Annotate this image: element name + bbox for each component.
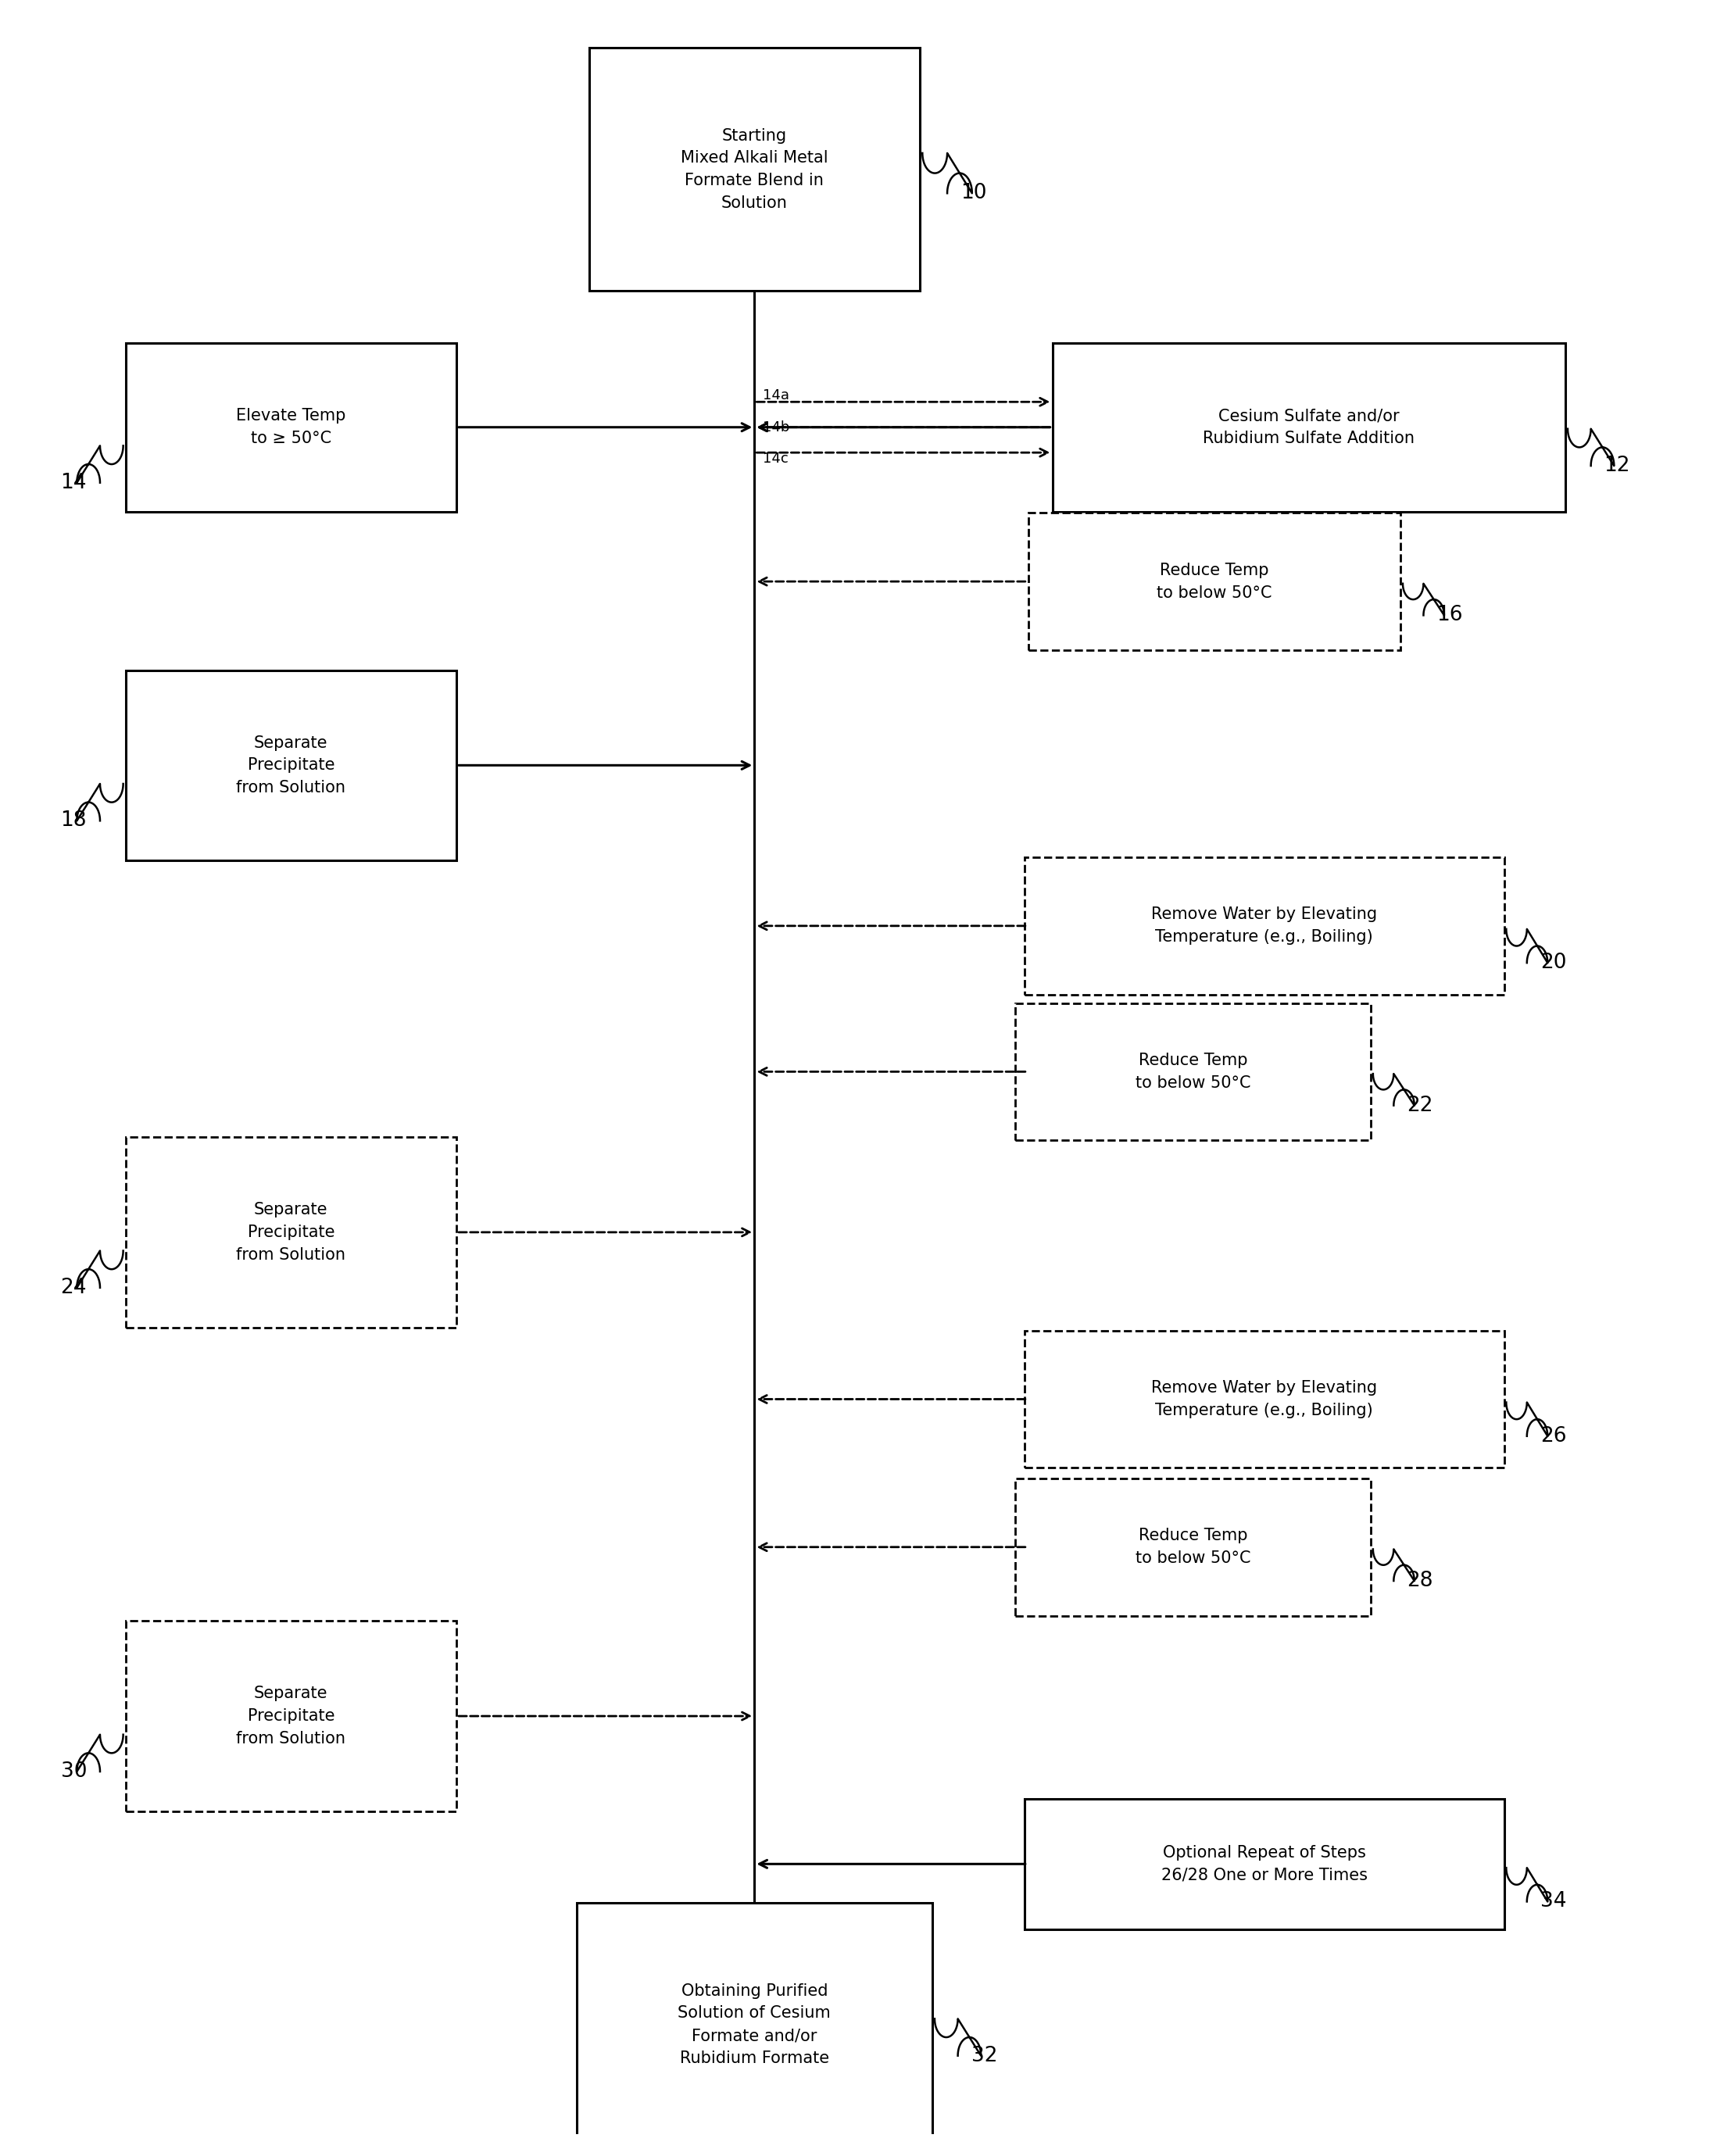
FancyBboxPatch shape	[1015, 1479, 1371, 1615]
FancyBboxPatch shape	[576, 1904, 933, 2145]
FancyBboxPatch shape	[1024, 858, 1503, 994]
Text: 14c: 14c	[762, 453, 788, 466]
Text: 32: 32	[971, 2046, 996, 2065]
FancyBboxPatch shape	[590, 47, 921, 291]
FancyBboxPatch shape	[1024, 1330, 1503, 1468]
Text: 16: 16	[1436, 606, 1464, 625]
Text: 26: 26	[1540, 1425, 1567, 1447]
Text: Obtaining Purified
Solution of Cesium
Formate and/or
Rubidium Formate: Obtaining Purified Solution of Cesium Fo…	[678, 1984, 831, 2065]
Text: Reduce Temp
to below 50°C: Reduce Temp to below 50°C	[1136, 1052, 1250, 1091]
Text: Remove Water by Elevating
Temperature (e.g., Boiling): Remove Water by Elevating Temperature (e…	[1152, 908, 1377, 944]
Text: Reduce Temp
to below 50°C: Reduce Temp to below 50°C	[1136, 1529, 1250, 1565]
Text: Cesium Sulfate and/or
Rubidium Sulfate Addition: Cesium Sulfate and/or Rubidium Sulfate A…	[1203, 407, 1415, 446]
Text: Separate
Precipitate
from Solution: Separate Precipitate from Solution	[236, 1201, 347, 1263]
FancyBboxPatch shape	[126, 671, 457, 860]
Text: Elevate Temp
to ≥ 50°C: Elevate Temp to ≥ 50°C	[236, 407, 347, 446]
Text: Reduce Temp
to below 50°C: Reduce Temp to below 50°C	[1157, 563, 1272, 602]
FancyBboxPatch shape	[126, 1136, 457, 1328]
Text: 22: 22	[1407, 1095, 1433, 1115]
FancyBboxPatch shape	[126, 1621, 457, 1811]
Text: 14: 14	[60, 472, 86, 494]
FancyBboxPatch shape	[1015, 1003, 1371, 1141]
Text: 18: 18	[60, 811, 86, 830]
Text: 14a: 14a	[762, 388, 790, 403]
Text: 14b: 14b	[762, 420, 790, 433]
FancyBboxPatch shape	[1024, 1798, 1503, 1930]
FancyBboxPatch shape	[1028, 513, 1400, 651]
Text: 20: 20	[1540, 953, 1567, 972]
Text: Separate
Precipitate
from Solution: Separate Precipitate from Solution	[236, 1686, 347, 1746]
Text: 30: 30	[60, 1761, 86, 1781]
Text: 10: 10	[960, 183, 986, 203]
Text: Separate
Precipitate
from Solution: Separate Precipitate from Solution	[236, 735, 347, 796]
FancyBboxPatch shape	[1052, 343, 1565, 511]
Text: Optional Repeat of Steps
26/28 One or More Times: Optional Repeat of Steps 26/28 One or Mo…	[1160, 1846, 1367, 1882]
Text: 34: 34	[1540, 1891, 1567, 1912]
Text: Remove Water by Elevating
Temperature (e.g., Boiling): Remove Water by Elevating Temperature (e…	[1152, 1380, 1377, 1419]
FancyBboxPatch shape	[126, 343, 457, 511]
Text: 24: 24	[60, 1279, 86, 1298]
Text: 12: 12	[1603, 455, 1631, 476]
Text: Starting
Mixed Alkali Metal
Formate Blend in
Solution: Starting Mixed Alkali Metal Formate Blen…	[681, 127, 828, 211]
Text: 28: 28	[1407, 1572, 1433, 1591]
